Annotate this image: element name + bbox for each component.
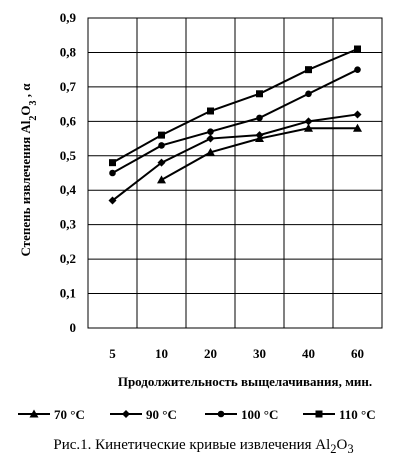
x-tick-label: 20: [204, 346, 217, 361]
y-tick-label: 0,8: [60, 44, 77, 59]
x-tick-label: 5: [109, 346, 116, 361]
legend-label: 90 °C: [146, 407, 177, 422]
figure-caption: Рис.1. Кинетические кривые извлечения Al…: [53, 437, 354, 456]
data-point-diamond: [157, 158, 166, 167]
legend-label: 110 °C: [339, 407, 376, 422]
data-point-circle: [207, 128, 214, 135]
y-tick-label: 0,2: [60, 251, 76, 266]
data-point-diamond: [255, 131, 264, 140]
data-point-square: [158, 131, 165, 139]
data-point-circle: [217, 410, 225, 418]
data-point-circle: [158, 142, 165, 149]
series-line: [112, 48, 358, 164]
series-line: [112, 68, 358, 174]
data-point-diamond: [353, 110, 362, 119]
data-point-square: [207, 107, 214, 115]
data-point-circle: [256, 114, 263, 122]
data-point-square: [305, 66, 312, 74]
data-point-triangle: [157, 175, 166, 184]
x-tick-label: 30: [253, 346, 266, 361]
data-point-circle: [109, 169, 116, 177]
x-tick-label: 40: [302, 346, 315, 361]
series-line: [111, 113, 358, 202]
data-point-diamond: [122, 410, 130, 418]
legend-label: 70 °C: [54, 407, 85, 422]
legend-label: 100 °C: [241, 407, 278, 422]
data-point-triangle: [206, 147, 215, 156]
y-tick-label: 0,9: [60, 10, 77, 25]
y-tick-label: 0,6: [60, 113, 77, 128]
data-point-triangle: [304, 123, 313, 132]
data-point-square: [109, 159, 116, 167]
data-point-diamond: [304, 117, 313, 126]
x-tick-label: 10: [155, 346, 168, 361]
y-tick-label: 0: [70, 320, 77, 335]
data-point-diamond: [108, 196, 117, 205]
y-tick-label: 0,4: [60, 182, 77, 197]
plot-area: [87, 17, 383, 329]
x-axis-title: Продолжительность выщелачивания, мин.: [118, 374, 372, 389]
y-tick-label: 0,3: [60, 217, 77, 232]
x-tick-label: 60: [351, 346, 364, 361]
y-axis-title: Степень извлечения Al2O3 , α: [18, 83, 39, 257]
line-chart: 00,10,20,30,40,50,60,70,80,95 10 20 30 40 60 …: [18, 10, 383, 422]
data-point-square: [354, 45, 361, 53]
data-point-triangle: [29, 409, 39, 418]
y-tick-label: 0,7: [60, 79, 77, 94]
data-point-triangle: [353, 123, 362, 132]
data-point-circle: [354, 66, 361, 73]
data-point-diamond: [206, 134, 215, 143]
data-point-square: [315, 410, 323, 418]
data-point-circle: [305, 90, 312, 98]
data-point-square: [256, 90, 263, 98]
y-tick-label: 0,5: [60, 148, 77, 163]
y-tick-label: 0,1: [60, 286, 76, 301]
